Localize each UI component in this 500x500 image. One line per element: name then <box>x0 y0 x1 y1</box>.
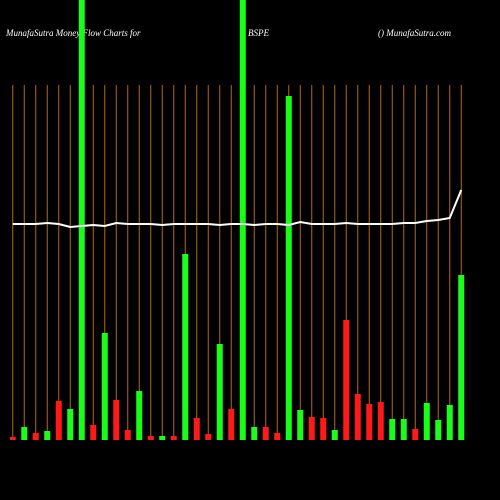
chart-title: MunafaSutra Money Flow Charts for <box>5 28 141 38</box>
bar <box>239 0 246 440</box>
bar <box>90 425 97 440</box>
bar <box>446 405 453 440</box>
bar <box>343 320 350 440</box>
bar <box>251 427 258 440</box>
bar <box>458 275 465 440</box>
bar <box>389 419 396 440</box>
bar <box>78 0 85 440</box>
bar <box>136 391 143 440</box>
bar <box>124 430 131 440</box>
bar <box>400 419 407 440</box>
bar <box>9 437 16 440</box>
bar <box>55 401 62 440</box>
bar <box>412 429 419 440</box>
bar <box>366 404 373 440</box>
bar <box>32 433 39 440</box>
bar <box>205 434 212 440</box>
bar <box>193 418 200 440</box>
chart-title: BSPE <box>248 28 269 38</box>
bar <box>216 344 223 440</box>
bar <box>354 394 361 440</box>
bar <box>285 96 292 440</box>
bar <box>182 254 189 440</box>
bar <box>170 436 177 440</box>
bar <box>423 403 430 440</box>
bar <box>435 420 442 440</box>
price-line <box>12 189 463 229</box>
bar <box>308 417 315 440</box>
bar <box>101 333 108 440</box>
bar <box>228 409 235 440</box>
bar <box>262 427 269 440</box>
bar <box>147 436 154 440</box>
bar <box>331 430 338 440</box>
bar <box>274 433 281 440</box>
bar <box>159 436 166 440</box>
bar <box>377 402 384 440</box>
chart-title: () MunafaSutra.com <box>378 28 451 38</box>
bar <box>21 427 28 440</box>
bar <box>297 410 304 440</box>
bar <box>44 431 51 440</box>
bar <box>67 409 74 440</box>
bar <box>113 400 120 440</box>
bar <box>320 418 327 440</box>
